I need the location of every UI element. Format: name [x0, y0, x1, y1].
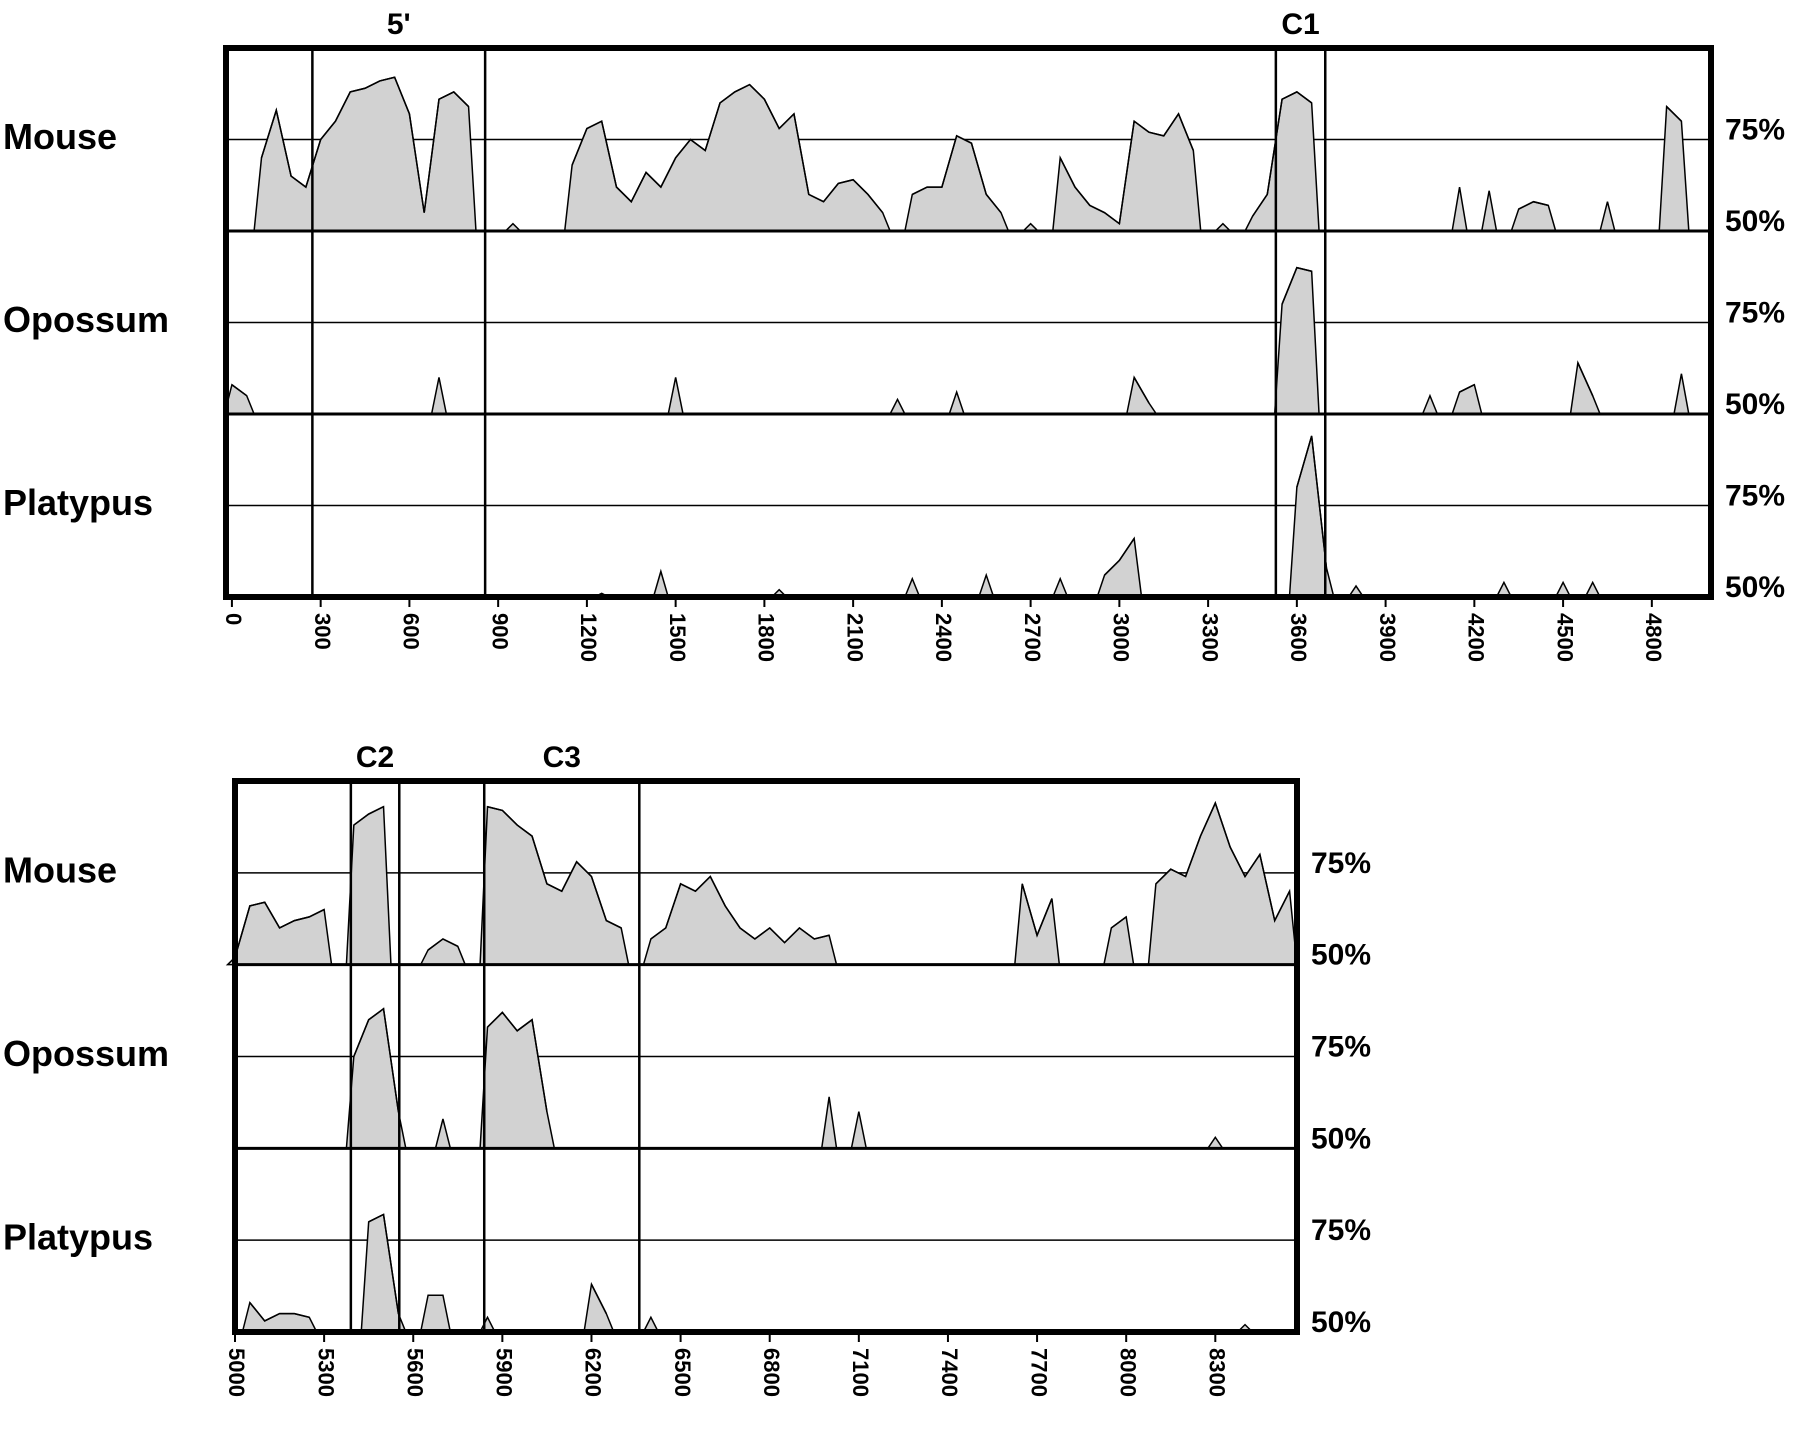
x-tick-label: 600 [399, 613, 424, 650]
x-tick-label: 7100 [848, 1348, 873, 1397]
area-fill [888, 397, 907, 415]
area-fill [1013, 883, 1061, 966]
y-tick-label: 50% [1311, 1306, 1371, 1339]
area-fill [419, 1294, 452, 1333]
y-tick-label: 75% [1725, 479, 1785, 512]
x-tick-label: 3300 [1197, 613, 1222, 662]
area-fill [977, 572, 995, 598]
track-label: Opossum [3, 299, 169, 340]
x-tick-label: 1800 [754, 613, 779, 662]
x-tick-label: 8300 [1204, 1348, 1229, 1397]
x-tick-label: 7400 [937, 1348, 962, 1397]
conservation-line [232, 268, 1682, 403]
conservation-line [260, 76, 1682, 226]
x-tick-label: 300 [310, 613, 335, 650]
x-tick-label: 3600 [1286, 613, 1311, 662]
x-tick-label: 0 [221, 613, 246, 625]
track-label: Mouse [3, 849, 117, 890]
conservation-line [1105, 436, 1593, 582]
area-fill [345, 805, 392, 966]
area-fill [1673, 373, 1690, 415]
y-tick-label: 75% [1311, 1214, 1371, 1247]
x-tick-label: 5300 [313, 1348, 338, 1397]
x-tick-label: 5600 [402, 1348, 427, 1397]
x-tick-label: 2700 [1020, 613, 1045, 662]
area-fill [820, 1096, 838, 1150]
area-fill [667, 377, 684, 415]
frame [232, 778, 1300, 1335]
area-fill [1658, 104, 1690, 232]
region-label: 5' [387, 8, 411, 41]
area-fill [1569, 360, 1602, 415]
region-label: C2 [356, 741, 394, 774]
y-tick-label: 75% [1311, 847, 1371, 880]
x-tick-label: 1200 [576, 613, 601, 662]
track-label: Opossum [3, 1033, 169, 1074]
x-tick-label: 3900 [1375, 613, 1400, 662]
area-fill [1510, 200, 1557, 232]
x-tick-label: 2400 [931, 613, 956, 662]
y-tick-label: 75% [1311, 1030, 1371, 1063]
x-tick-label: 8000 [1115, 1348, 1140, 1397]
region-label: C3 [543, 741, 581, 774]
y-tick-label: 75% [1725, 113, 1785, 146]
y-tick-label: 50% [1311, 1122, 1371, 1155]
conservation-line [234, 800, 1291, 958]
x-tick-label: 6500 [670, 1348, 695, 1397]
x-tick-label: 3000 [1109, 613, 1134, 662]
x-tick-label: 1500 [665, 613, 690, 662]
x-tick-label: 5900 [492, 1348, 517, 1397]
x-tick-label: 7700 [1026, 1348, 1051, 1397]
x-tick-label: 5000 [224, 1348, 249, 1397]
area-fill [1273, 266, 1320, 415]
area-fill [652, 568, 670, 598]
area-fill [903, 134, 1010, 232]
area-fill [479, 1011, 556, 1150]
area-fill [563, 83, 892, 232]
area-fill [419, 938, 467, 966]
area-fill [1206, 1135, 1225, 1150]
area-fill [225, 901, 333, 966]
area-fill [1102, 915, 1135, 966]
y-tick-label: 50% [1311, 939, 1371, 972]
area-fill [1451, 186, 1468, 232]
x-tick-label: 6800 [759, 1348, 784, 1397]
track-label: Platypus [3, 1217, 153, 1258]
area-fill [1288, 435, 1335, 598]
region-label: C1 [1281, 8, 1319, 41]
track-label: Platypus [3, 482, 153, 523]
area-fill [1096, 536, 1143, 598]
area-fill [850, 1111, 868, 1150]
x-tick-label: 4500 [1552, 613, 1577, 662]
area-fill [434, 1118, 452, 1150]
area-fill [253, 76, 477, 232]
track-label: Mouse [3, 116, 117, 157]
x-tick-label: 4200 [1464, 613, 1489, 662]
y-tick-label: 50% [1725, 388, 1785, 421]
x-tick-label: 6200 [581, 1348, 606, 1397]
area-fill [430, 377, 448, 415]
area-fill [1421, 393, 1439, 415]
area-fill [948, 389, 966, 415]
area-fill [642, 875, 838, 966]
area-fill [345, 1007, 407, 1150]
area-fill [1599, 201, 1616, 232]
x-tick-label: 4800 [1641, 613, 1666, 662]
area-fill [583, 1281, 615, 1333]
x-tick-label: 900 [487, 613, 512, 650]
x-tick-label: 2100 [842, 613, 867, 662]
y-tick-label: 50% [1725, 205, 1785, 238]
area-fill [1125, 375, 1158, 415]
y-tick-label: 50% [1725, 571, 1785, 604]
y-tick-label: 75% [1725, 296, 1785, 329]
frame [223, 45, 1714, 600]
area-fill [479, 805, 630, 966]
area-fill [1480, 190, 1498, 232]
